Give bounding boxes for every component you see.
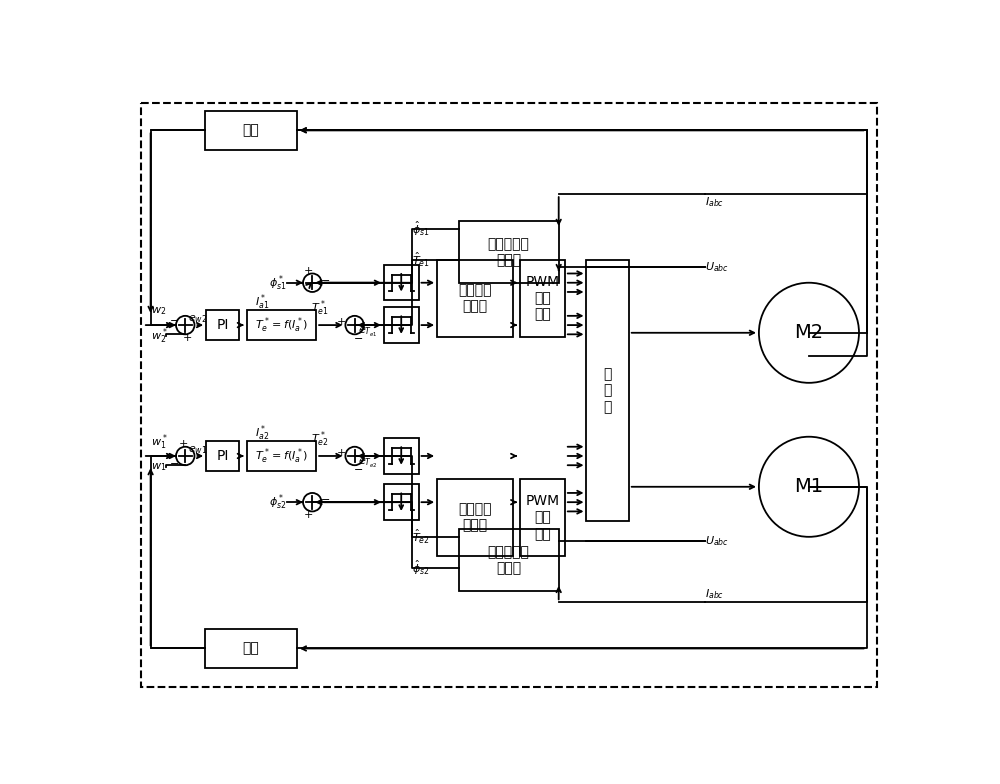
Bar (206, 441, 239, 471)
Text: $w_1$: $w_1$ (151, 461, 166, 473)
Bar (520, 479, 565, 556)
Bar (205, 111, 297, 150)
Bar (520, 260, 565, 336)
Text: $-$: $-$ (353, 332, 364, 343)
Text: 转速: 转速 (242, 123, 259, 137)
Text: 开关状态
选择表: 开关状态 选择表 (458, 283, 492, 314)
Text: $\hat{\phi}_{s1}$: $\hat{\phi}_{s1}$ (412, 220, 430, 238)
Text: $+$: $+$ (182, 332, 193, 343)
Text: 逆
变
器: 逆 变 器 (603, 368, 612, 414)
Text: $T_e^*=f(I_a^*)$: $T_e^*=f(I_a^*)$ (255, 315, 308, 335)
Bar (459, 529, 559, 590)
Bar (437, 479, 512, 556)
Bar (247, 441, 316, 471)
Bar (206, 310, 239, 340)
Text: $T_{e2}^*$: $T_{e2}^*$ (311, 430, 329, 449)
Bar (384, 307, 419, 343)
Text: $+$: $+$ (178, 438, 188, 449)
Text: $U_{abc}$: $U_{abc}$ (705, 534, 729, 547)
Text: $\hat{T}_{e2}$: $\hat{T}_{e2}$ (412, 528, 430, 546)
Text: $\hat{T}_{e1}$: $\hat{T}_{e1}$ (412, 251, 430, 269)
Bar (384, 265, 419, 300)
Bar (205, 630, 297, 668)
Text: $I_{a1}^*$: $I_{a1}^*$ (255, 292, 269, 312)
Text: $w_2^*$: $w_2^*$ (151, 326, 167, 346)
Text: 开关状态
选择表: 开关状态 选择表 (458, 503, 492, 532)
Text: $e_{T_{e1}}$: $e_{T_{e1}}$ (358, 326, 378, 339)
Text: PI: PI (216, 449, 229, 463)
Text: 转矩和磁链
观测器: 转矩和磁链 观测器 (488, 237, 530, 267)
Text: $I_{abc}$: $I_{abc}$ (705, 588, 724, 601)
Text: PWM
产生
单元: PWM 产生 单元 (525, 275, 560, 321)
Text: $T_{e1}^*$: $T_{e1}^*$ (311, 299, 329, 318)
Text: $e_{w1}$: $e_{w1}$ (188, 444, 207, 456)
Text: $-$: $-$ (320, 274, 330, 284)
Text: $\hat{\phi}_{s2}$: $\hat{\phi}_{s2}$ (412, 558, 430, 577)
Text: $-$: $-$ (320, 493, 330, 503)
Text: $\phi_{s1}^*$: $\phi_{s1}^*$ (269, 273, 286, 292)
Text: $e_{w2}$: $e_{w2}$ (188, 313, 207, 325)
Text: $+$: $+$ (303, 265, 314, 276)
Text: $T_e^*=f(I_a^*)$: $T_e^*=f(I_a^*)$ (255, 446, 308, 466)
Text: $I_{abc}$: $I_{abc}$ (705, 195, 724, 209)
Text: 转速: 转速 (242, 641, 259, 655)
Text: M2: M2 (794, 323, 824, 343)
Bar (437, 260, 512, 336)
Text: $e_{T_{e2}}$: $e_{T_{e2}}$ (358, 457, 378, 470)
Text: $+$: $+$ (336, 447, 347, 458)
Text: PWM
产生
单元: PWM 产生 单元 (525, 495, 560, 541)
Bar (247, 310, 316, 340)
Text: $+$: $+$ (303, 509, 314, 520)
Bar (384, 438, 419, 474)
Text: PI: PI (216, 318, 229, 332)
Text: $-$: $-$ (169, 457, 179, 467)
Text: $-$: $-$ (353, 463, 364, 474)
Bar (384, 485, 419, 520)
Text: $-$: $-$ (169, 314, 179, 324)
Text: $w_2$: $w_2$ (151, 305, 166, 317)
Text: $U_{abc}$: $U_{abc}$ (705, 260, 729, 274)
Text: $w_1^*$: $w_1^*$ (151, 432, 167, 452)
Text: $I_{a2}^*$: $I_{a2}^*$ (255, 423, 269, 443)
Text: M1: M1 (794, 477, 824, 496)
Text: $+$: $+$ (336, 316, 347, 327)
Bar (459, 221, 559, 283)
Text: $\phi_{s2}^*$: $\phi_{s2}^*$ (269, 492, 286, 512)
Text: 转矩和磁链
观测器: 转矩和磁链 观测器 (488, 545, 530, 575)
Bar (586, 260, 629, 521)
